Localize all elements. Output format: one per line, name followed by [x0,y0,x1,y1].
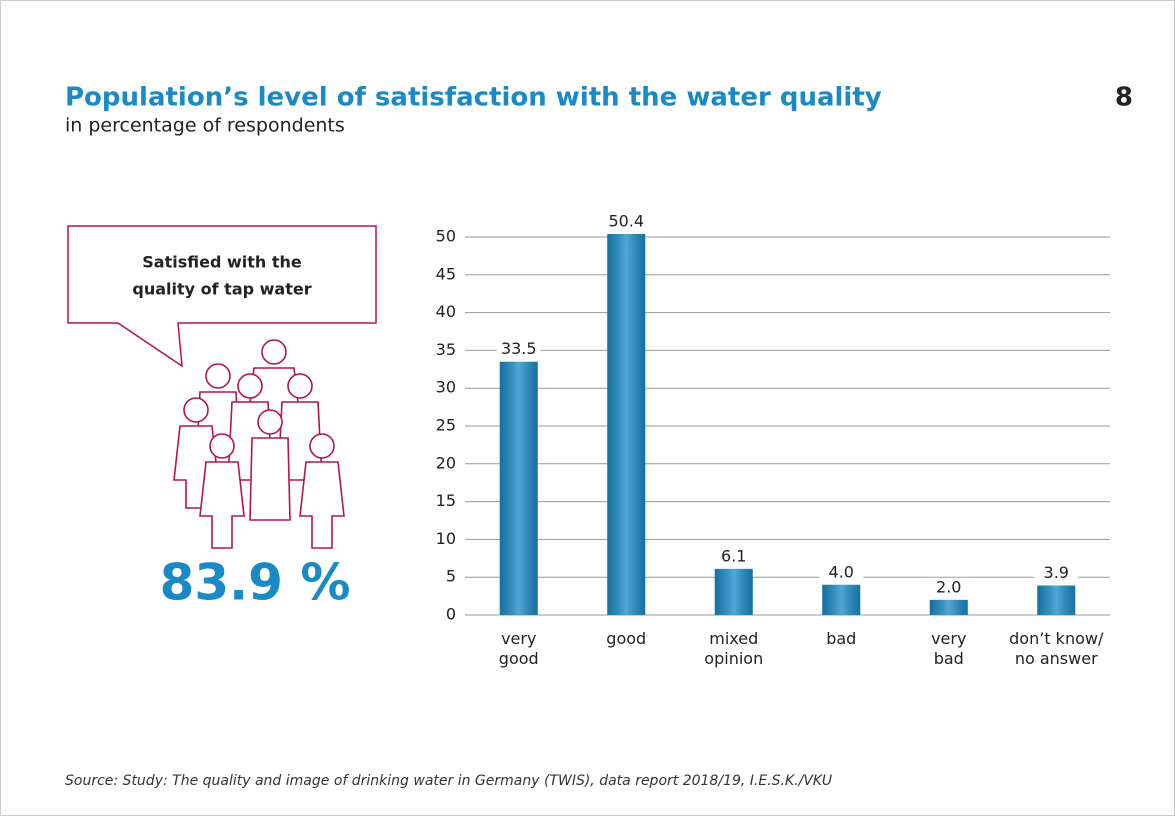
label-bg [1034,563,1079,582]
x-tick-label-line: mixed [709,629,758,648]
x-tick-label-line: very [501,629,536,648]
y-tick-label: 30 [436,378,456,397]
bar-shade [714,568,753,615]
subtitle: in percentage of respondents [65,115,345,137]
bar-shade [607,233,646,615]
x-tick-label: bad [826,629,856,648]
y-tick-label: 50 [436,227,456,246]
y-tick-label: 15 [436,491,456,510]
y-tick-label: 20 [436,453,456,472]
x-tick-label-line: good [499,649,539,668]
x-tick-label-line: good [606,629,646,648]
x-tick-label-line: opinion [704,649,763,668]
x-tick-label: good [606,629,646,648]
callout-bubble [67,225,377,368]
label-bg [711,546,756,565]
chart-title: Population’s level of satisfaction with … [65,83,882,113]
value-label: 50.4 [608,211,644,230]
x-tick-label: don’t know/no answer [1009,629,1104,668]
page-number: 8 [1115,83,1133,113]
bar-shade [929,599,968,615]
x-tick-label-line: bad [934,649,964,668]
highlight-value: 83.9 % [160,554,351,612]
value-label: 33.5 [501,339,537,358]
x-tick-label-line: don’t know/ [1009,629,1104,648]
x-tick-label-line: bad [826,629,856,648]
y-tick-label: 10 [436,529,456,548]
x-tick-label: very bad [931,629,966,668]
source: Source: Study: The quality and image of … [65,773,832,789]
y-tick-label: 45 [436,264,456,283]
people-icon [173,339,345,549]
y-tick-label: 35 [436,340,456,359]
x-tick-label: mixed opinion [704,629,763,668]
y-tick-label: 5 [446,567,456,586]
callout-text: quality of tap water [132,280,311,299]
y-tick-label: 40 [436,302,456,321]
x-tick-label: very good [499,629,539,668]
y-tick-label: 0 [446,605,456,624]
x-tick-label-line: very [931,629,966,648]
value-label: 6.1 [721,546,746,565]
label-bg [926,577,971,596]
label-bg [819,562,864,581]
bar-shade [822,584,861,615]
value-label: 2.0 [936,577,961,596]
bar-shade [1037,585,1076,615]
label-bg [496,339,541,358]
callout-text: Satisfied with the [142,253,302,272]
value-label: 4.0 [829,562,854,581]
x-tick-label-line: no answer [1015,649,1098,668]
bar-shade [499,361,538,615]
label-bg [604,211,649,230]
value-label: 3.9 [1044,563,1069,582]
y-tick-label: 25 [436,416,456,435]
